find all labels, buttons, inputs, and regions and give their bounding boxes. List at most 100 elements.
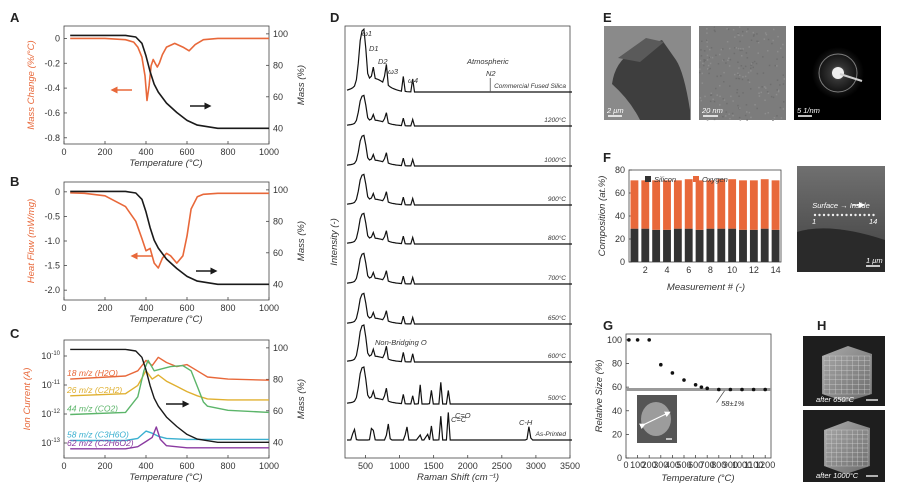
xlabel-g: Temperature (°C) bbox=[661, 473, 734, 484]
noise-dot bbox=[742, 67, 745, 70]
x-tick-label: 1000 bbox=[259, 303, 279, 313]
y-tick-label-right: 100 bbox=[273, 343, 288, 353]
x-tick-label: 0 bbox=[61, 147, 66, 157]
spectrum-annotation: C=O bbox=[455, 411, 471, 420]
spectrum-line bbox=[346, 134, 572, 167]
noise-dot bbox=[719, 104, 721, 106]
x-tick-label: 500 bbox=[676, 460, 691, 470]
noise-dot bbox=[729, 58, 732, 61]
noise-dot bbox=[779, 106, 782, 109]
panel-label-a: A bbox=[10, 10, 20, 25]
y-tick-label-right: 80 bbox=[273, 216, 283, 226]
x-tick-label: 1000 bbox=[390, 461, 410, 471]
spectrum-label: 500°C bbox=[548, 394, 566, 402]
bar-silicon bbox=[706, 228, 715, 262]
noise-dot bbox=[738, 67, 740, 69]
noise-dot bbox=[708, 68, 710, 71]
noise-dot bbox=[752, 62, 754, 64]
sem-dot bbox=[822, 213, 826, 217]
noise-dot bbox=[737, 77, 740, 80]
noise-dot bbox=[713, 26, 715, 28]
noise-dot bbox=[706, 59, 709, 61]
noise-dot bbox=[742, 92, 744, 94]
noise-dot bbox=[711, 56, 714, 59]
series-line bbox=[70, 348, 269, 443]
x-tick-label: 800 bbox=[220, 303, 235, 313]
sem-dot bbox=[872, 213, 875, 217]
noise-dot bbox=[727, 28, 730, 31]
noise-dot bbox=[717, 63, 720, 65]
spectrum-label: Commercial Fused Silica bbox=[494, 83, 566, 90]
y-tick-label-left: -0.5 bbox=[44, 211, 60, 221]
y-tick-label: 60 bbox=[615, 188, 625, 198]
ylabel-right-b: Mass (%) bbox=[296, 221, 307, 261]
noise-dot bbox=[700, 99, 702, 102]
noise-dot bbox=[699, 97, 702, 99]
x-tick-label: 100 bbox=[630, 460, 645, 470]
noise-dot bbox=[704, 95, 706, 98]
noise-dot bbox=[725, 111, 728, 113]
noise-dot bbox=[729, 47, 731, 50]
noise-dot bbox=[737, 47, 740, 50]
noise-dot bbox=[734, 73, 736, 76]
y-tick-label: 60 bbox=[612, 382, 622, 392]
noise-dot bbox=[750, 70, 752, 72]
scale-e2: 20 nm bbox=[701, 106, 723, 115]
series-label: 62 m/z (C2H6O2) bbox=[67, 438, 134, 448]
noise-dot bbox=[744, 65, 747, 68]
noise-dot bbox=[741, 49, 743, 52]
noise-dot bbox=[776, 79, 779, 81]
sem-dot bbox=[854, 213, 857, 217]
data-point bbox=[647, 338, 651, 342]
noise-dot bbox=[709, 100, 712, 103]
x-tick-label: 600 bbox=[179, 147, 194, 157]
noise-dot bbox=[714, 30, 716, 33]
noise-dot bbox=[754, 104, 756, 106]
spectrum-annotation: C-H bbox=[519, 418, 533, 427]
y-tick-label-left: 0 bbox=[55, 33, 60, 43]
noise-dot bbox=[756, 33, 758, 35]
noise-dot bbox=[756, 72, 759, 75]
series-label: 58 m/z (C3H6O) bbox=[67, 429, 129, 439]
noise-dot bbox=[775, 93, 778, 96]
noise-dot bbox=[737, 104, 739, 107]
noise-dot bbox=[705, 113, 708, 115]
noise-dot bbox=[723, 71, 725, 74]
x-tick-label: 900 bbox=[723, 460, 738, 470]
y-tick-label: 20 bbox=[615, 234, 625, 244]
tem-images: 2 μm 20 nm 5 1/nm bbox=[604, 26, 881, 121]
data-point bbox=[670, 371, 675, 375]
noise-dot bbox=[763, 38, 766, 40]
noise-dot bbox=[712, 98, 714, 101]
noise-dot bbox=[753, 60, 756, 63]
bar-silicon bbox=[663, 229, 671, 262]
noise-dot bbox=[703, 64, 705, 67]
noise-dot bbox=[738, 107, 740, 109]
y-tick-label: 40 bbox=[615, 211, 625, 221]
noise-dot bbox=[704, 59, 707, 61]
noise-dot bbox=[722, 115, 724, 118]
series-label: 44 m/z (CO2) bbox=[67, 403, 118, 413]
noise-dot bbox=[753, 34, 755, 36]
spectrum-line bbox=[346, 27, 572, 93]
noise-dot bbox=[774, 64, 776, 67]
x-tick-label: 500 bbox=[358, 461, 373, 471]
y-tick-label-right: 40 bbox=[273, 279, 283, 289]
ylabel-g: Relative Size (%) bbox=[594, 360, 605, 433]
noise-dot bbox=[709, 48, 711, 51]
noise-dot bbox=[706, 119, 709, 121]
series-line bbox=[70, 426, 269, 450]
noise-dot bbox=[762, 56, 764, 58]
y-tick-label-left: -1.0 bbox=[44, 236, 60, 246]
noise-dot bbox=[706, 39, 708, 41]
noise-dot bbox=[709, 67, 711, 70]
noise-dot bbox=[729, 85, 731, 87]
noise-dot bbox=[777, 89, 780, 92]
noise-dot bbox=[756, 107, 758, 110]
y-tick-label: 80 bbox=[612, 359, 622, 369]
noise-dot bbox=[715, 54, 717, 57]
data-point bbox=[705, 386, 709, 391]
x-tick-label: 1200 bbox=[755, 460, 775, 470]
sem-dot bbox=[813, 213, 817, 217]
